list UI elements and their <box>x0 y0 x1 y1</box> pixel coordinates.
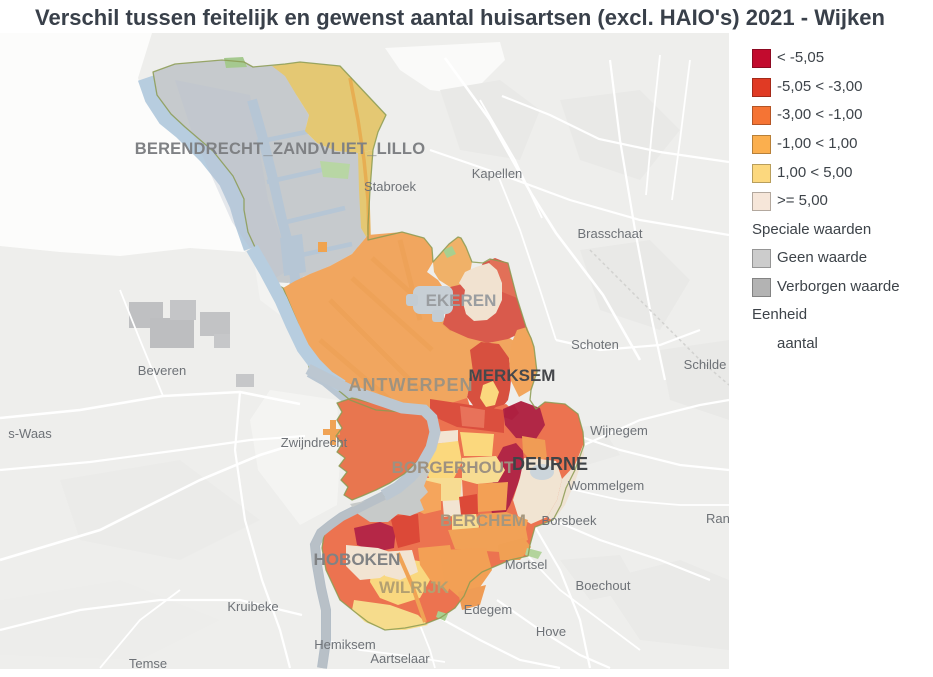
svg-text:WILRIJK: WILRIJK <box>379 578 450 597</box>
svg-text:Kapellen: Kapellen <box>472 166 523 181</box>
svg-text:Temse: Temse <box>129 656 167 669</box>
svg-text:BERCHEM: BERCHEM <box>440 511 526 530</box>
svg-text:Stabroek: Stabroek <box>364 179 417 194</box>
svg-text:Brasschaat: Brasschaat <box>577 226 642 241</box>
svg-text:Schoten: Schoten <box>571 337 619 352</box>
svg-text:Schilde: Schilde <box>684 357 727 372</box>
svg-text:HOBOKEN: HOBOKEN <box>314 550 401 569</box>
svg-text:Kruibeke: Kruibeke <box>227 599 278 614</box>
svg-text:BERENDRECHT_ZANDVLIET_LILLO: BERENDRECHT_ZANDVLIET_LILLO <box>135 140 426 158</box>
svg-text:ANTWERPEN: ANTWERPEN <box>349 375 474 395</box>
svg-text:Zwijndrecht: Zwijndrecht <box>281 435 348 450</box>
svg-text:Aartselaar: Aartselaar <box>370 651 430 666</box>
svg-text:Hemiksem: Hemiksem <box>314 637 375 652</box>
svg-text:Borsbeek: Borsbeek <box>542 513 597 528</box>
svg-text:s-Waas: s-Waas <box>8 426 52 441</box>
svg-text:Edegem: Edegem <box>464 602 512 617</box>
svg-text:DEURNE: DEURNE <box>512 454 588 474</box>
svg-text:MERKSEM: MERKSEM <box>469 366 556 385</box>
svg-text:Rans: Rans <box>706 511 729 526</box>
svg-text:Beveren: Beveren <box>138 363 186 378</box>
svg-text:BORGERHOUT: BORGERHOUT <box>392 458 515 477</box>
svg-text:EKEREN: EKEREN <box>426 291 497 310</box>
svg-text:Boechout: Boechout <box>576 578 631 593</box>
svg-text:Mortsel: Mortsel <box>505 557 548 572</box>
svg-text:Hove: Hove <box>536 624 566 639</box>
svg-text:Wommelgem: Wommelgem <box>568 478 644 493</box>
svg-text:Wijnegem: Wijnegem <box>590 423 648 438</box>
